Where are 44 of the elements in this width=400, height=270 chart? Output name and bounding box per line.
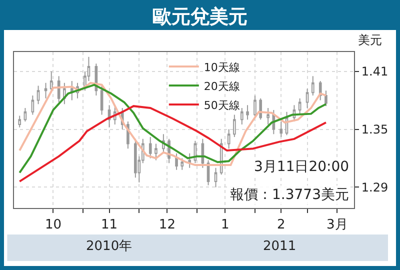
candlestick bbox=[306, 88, 309, 109]
x-tick-label: 10 bbox=[44, 218, 62, 233]
annotation: 3月11日20:00 bbox=[254, 159, 350, 175]
candlestick bbox=[180, 158, 184, 170]
candlestick bbox=[36, 85, 40, 105]
y-axis-title: 美元 bbox=[358, 33, 382, 47]
x-tick-label: 3月 bbox=[326, 218, 348, 233]
candlestick bbox=[148, 136, 152, 159]
candlestick bbox=[324, 90, 328, 107]
candlestick bbox=[246, 104, 249, 120]
candlestick bbox=[311, 76, 314, 96]
text: 2011 bbox=[263, 239, 296, 254]
candlestick bbox=[57, 76, 60, 103]
candlestick bbox=[280, 121, 283, 138]
legend-label: 50天線 bbox=[204, 98, 240, 112]
x-tick-label: 12 bbox=[158, 218, 176, 233]
x-tick-label: 2 bbox=[277, 218, 286, 233]
candlestick bbox=[214, 167, 218, 188]
candlestick bbox=[31, 94, 34, 116]
candlestick bbox=[100, 85, 104, 116]
candlestick bbox=[44, 82, 48, 99]
y-tick-label: 1.35 bbox=[361, 122, 388, 136]
candlestick bbox=[154, 143, 158, 161]
candlestick bbox=[298, 98, 302, 116]
y-tick-label: 1.41 bbox=[361, 64, 388, 79]
candlestick bbox=[254, 94, 256, 118]
candlestick bbox=[70, 80, 74, 101]
candlestick bbox=[175, 152, 178, 170]
candlestick bbox=[227, 128, 230, 150]
chart-title: 歐元兌美元 bbox=[152, 5, 248, 30]
legend-label: 20天線 bbox=[204, 80, 240, 93]
candlestick bbox=[266, 108, 270, 125]
candlestick bbox=[18, 115, 22, 128]
legend-label: 10天線 bbox=[204, 60, 240, 74]
text: 2010年 bbox=[86, 239, 132, 254]
candlestick bbox=[233, 114, 236, 138]
y-tick-label: 1.29 bbox=[361, 180, 388, 194]
x-tick-label: 1 bbox=[220, 218, 230, 233]
annotation: 報價：1.3773美元 bbox=[230, 187, 349, 203]
candlestick bbox=[24, 108, 27, 122]
candlestick bbox=[240, 108, 244, 125]
candlestick bbox=[188, 152, 192, 168]
candlestick bbox=[259, 98, 262, 120]
x-tick-label: 11 bbox=[100, 218, 118, 233]
